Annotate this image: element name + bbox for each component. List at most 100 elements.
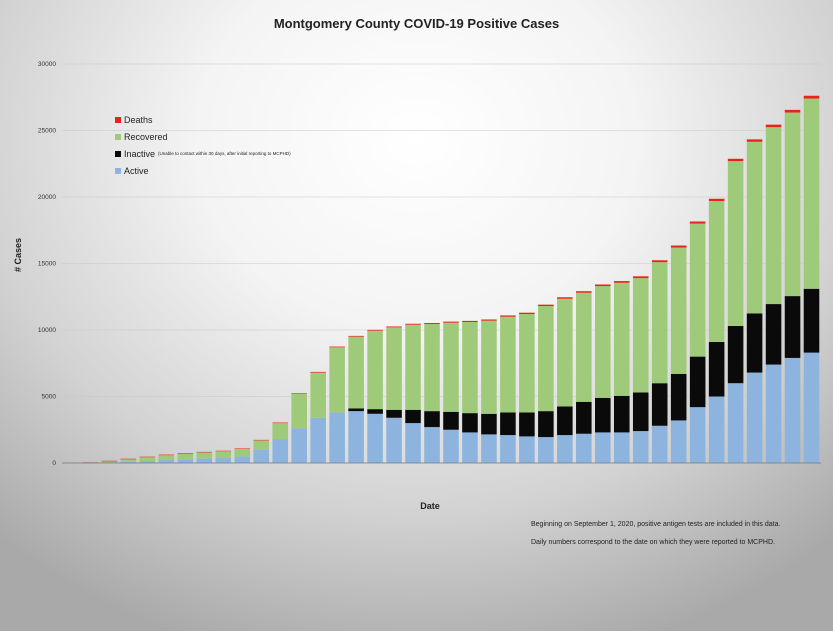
bar-active: [481, 434, 497, 463]
bar-deaths: [158, 454, 175, 456]
bar-deaths: [538, 304, 554, 307]
bar-inactive: [462, 413, 478, 433]
bar-active: [519, 436, 535, 463]
bar-deaths: [272, 422, 288, 424]
bar-inactive: [613, 395, 630, 433]
bar-inactive: [727, 326, 744, 384]
bar-deaths: [462, 320, 478, 323]
bar-recovered: [613, 282, 630, 396]
bar-deaths: [784, 109, 801, 113]
bar-recovered: [500, 316, 516, 413]
legend-item-recovered: Recovered: [115, 128, 291, 145]
x-axis-label: Date: [420, 501, 440, 511]
chart-legend: Deaths Recovered Inactive (Unable to con…: [115, 111, 291, 179]
bars: [82, 95, 820, 464]
note-reporting: Daily numbers correspond to the date on …: [531, 539, 775, 546]
bar-deaths: [310, 371, 326, 373]
bar-inactive: [348, 408, 364, 412]
y-tick-label: 20000: [38, 194, 56, 201]
y-tick-label: 10000: [38, 327, 56, 334]
bar-active: [689, 407, 706, 463]
bar-active: [670, 420, 687, 463]
bar-deaths: [405, 323, 421, 325]
bar-inactive: [803, 288, 820, 353]
legend-note-inactive: (Unable to contact within 30 days, after…: [158, 151, 291, 156]
bar-recovered: [651, 262, 668, 384]
bar-active: [329, 412, 345, 463]
bar-active: [576, 433, 592, 463]
bar-inactive: [405, 409, 421, 424]
bar-deaths: [670, 245, 687, 248]
chart-title: Montgomery County COVID-19 Positive Case…: [273, 16, 560, 31]
bar-active: [784, 357, 801, 463]
bar-inactive: [689, 356, 706, 408]
bar-active: [367, 413, 383, 463]
bar-recovered: [595, 286, 611, 398]
bar-active: [196, 458, 213, 463]
bar-recovered: [538, 306, 554, 412]
bar-active: [443, 429, 459, 463]
y-tick-label: 5000: [42, 394, 57, 401]
bar-deaths: [215, 450, 232, 452]
bar-deaths: [689, 221, 706, 224]
legend-label-recovered: Recovered: [124, 131, 168, 142]
bar-recovered: [177, 453, 194, 460]
bar-recovered: [386, 327, 402, 410]
bar-deaths: [196, 451, 213, 453]
bar-deaths: [481, 319, 497, 321]
bar-active: [651, 425, 668, 463]
bar-recovered: [803, 98, 820, 289]
bar-recovered: [576, 292, 592, 402]
bar-deaths: [651, 260, 668, 263]
bar-deaths: [177, 453, 194, 454]
bar-inactive: [481, 413, 497, 435]
y-axis-ticks: 0 5000 10000 15000 20000 25000 30000: [38, 61, 56, 467]
bar-active: [272, 439, 288, 463]
bar-inactive: [500, 412, 516, 436]
bar-deaths: [595, 284, 611, 287]
bar-recovered: [348, 336, 364, 409]
bar-active: [253, 449, 270, 463]
bar-inactive: [367, 409, 383, 414]
bar-deaths: [253, 439, 270, 441]
bar-active: [595, 432, 611, 463]
bar-recovered: [101, 460, 118, 463]
bar-active: [462, 432, 478, 463]
bar-recovered: [310, 372, 326, 418]
bar-recovered: [765, 127, 782, 305]
legend-swatch-deaths: [115, 116, 121, 123]
bar-inactive: [576, 401, 592, 434]
bar-active: [215, 457, 232, 463]
bar-recovered: [234, 448, 251, 457]
bar-recovered: [670, 247, 687, 374]
bar-recovered: [727, 161, 744, 327]
bar-recovered: [424, 324, 440, 412]
bar-deaths: [519, 312, 535, 315]
bar-deaths: [765, 124, 782, 128]
bar-recovered: [291, 393, 307, 429]
bar-active: [727, 383, 744, 463]
y-tick-label: 0: [52, 460, 56, 467]
bar-active: [803, 352, 820, 463]
bar-active: [613, 432, 630, 463]
bar-active: [765, 364, 782, 463]
bar-active: [500, 435, 516, 463]
bar-deaths: [632, 276, 649, 279]
legend-swatch-active: [115, 167, 121, 174]
bar-deaths: [348, 335, 364, 337]
bar-active: [746, 372, 763, 463]
bar-recovered: [405, 324, 421, 410]
note-antigen: Beginning on September 1, 2020, positive…: [531, 521, 781, 528]
bar-active: [120, 461, 137, 463]
bar-recovered: [462, 322, 478, 414]
bar-deaths: [424, 323, 440, 325]
bar-recovered: [253, 440, 270, 450]
bar-inactive: [651, 383, 668, 426]
bar-deaths: [367, 329, 383, 331]
bar-recovered: [329, 347, 345, 413]
bar-deaths: [803, 95, 820, 99]
bar-inactive: [595, 397, 611, 433]
bar-deaths: [386, 326, 402, 328]
bar-inactive: [765, 304, 782, 365]
bar-recovered: [120, 458, 137, 462]
